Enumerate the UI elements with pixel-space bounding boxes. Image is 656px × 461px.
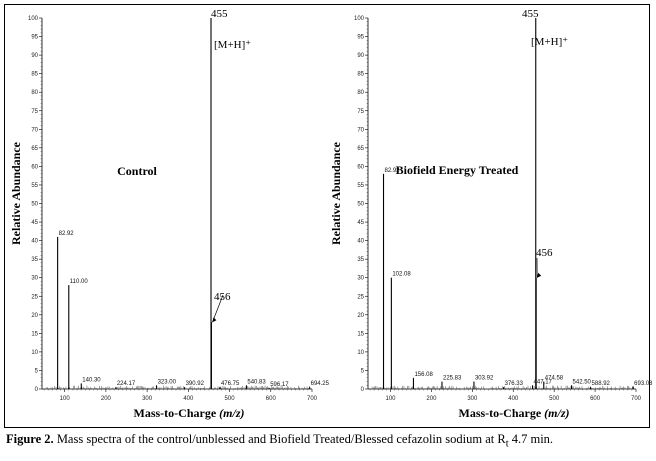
chart2-y-axis-label: Relative Abundance [329, 141, 343, 245]
chart1-y-tick-label: 15 [31, 331, 38, 337]
chart1-y-tick-label: 45 [31, 220, 38, 226]
chart2-y-tick-label: 50 [357, 202, 364, 208]
chart1-y-tick-label: 20 [31, 313, 38, 319]
chart1-title: Control [117, 164, 157, 178]
mass-spectra-figure: 0510152025303540455055606570758085909510… [9, 8, 653, 420]
chart2-ion-annotation: [M+H]⁺ [531, 36, 568, 48]
chart2-peak-label-542.50: 542.50 [573, 379, 592, 385]
chart1-peak-label-140.30: 140.30 [82, 377, 101, 383]
figure-caption: Figure 2. Mass spectra of the control/un… [6, 432, 652, 450]
caption-text: Mass spectra of the control/unblessed an… [56, 432, 506, 446]
chart1-x-tick-label: 700 [307, 396, 318, 402]
chart1-y-tick-label: 75 [31, 109, 38, 115]
caption-subscript: t [505, 438, 509, 450]
chart1-y-tick-label: 100 [28, 16, 39, 22]
chart1-x-tick-label: 300 [142, 396, 153, 402]
chart2-y-tick-label: 5 [361, 368, 365, 374]
chart1-isotope-arrowhead [212, 317, 217, 323]
chart2-isotope-arrowhead [537, 272, 542, 278]
chart1-y-tick-label: 50 [31, 202, 38, 208]
chart1-y-tick-label: 65 [31, 146, 38, 152]
chart2-y-tick-label: 90 [357, 53, 364, 59]
figure-frame [4, 4, 650, 428]
chart2-x-tick-label: 700 [631, 396, 642, 402]
caption-suffix: 4.7 min. [508, 432, 554, 446]
chart2-y-tick-label: 10 [357, 350, 364, 356]
chart1-peak-label-224.17: 224.17 [117, 381, 136, 387]
chart1-peak-label-694.25: 694.25 [311, 381, 330, 387]
chart2-y-tick-label: 30 [357, 276, 364, 282]
chart2-y-tick-label: 40 [357, 239, 364, 245]
chart2-peak-label-156.08: 156.08 [414, 372, 433, 378]
chart2-peak-label-102.08: 102.08 [392, 272, 411, 278]
chart2-peak-label-474.58: 474.58 [545, 376, 564, 382]
chart1-peak-label-82.92: 82.92 [59, 231, 75, 237]
chart2-peak-label-455: 455 [522, 8, 539, 20]
chart1-x-tick-label: 600 [266, 396, 277, 402]
chart2-y-tick-label: 80 [357, 90, 364, 96]
chart2-y-tick-label: 0 [361, 387, 365, 393]
chart2-y-tick-label: 70 [357, 127, 364, 133]
chart2-peak-label-376.33: 376.33 [505, 381, 524, 387]
chart2-y-tick-label: 20 [357, 313, 364, 319]
chart2-x-tick-label: 500 [549, 396, 560, 402]
chart2-y-tick-label: 25 [357, 294, 364, 300]
chart1-y-tick-label: 70 [31, 127, 38, 133]
chart1-y-tick-label: 0 [35, 387, 39, 393]
chart1-y-tick-label: 55 [31, 183, 38, 189]
chart1-x-tick-label: 500 [225, 396, 236, 402]
chart1-peak-label-455: 455 [211, 8, 228, 20]
chart2-y-tick-label: 95 [357, 35, 364, 41]
chart1-x-tick-label: 200 [101, 396, 112, 402]
chart2-y-tick-label: 85 [357, 72, 364, 78]
chart1-y-tick-label: 80 [31, 90, 38, 96]
chart1-peak-label-596.17: 596.17 [270, 382, 289, 388]
chart1-peak-label-390.92: 390.92 [186, 381, 205, 387]
chart2-peak-label-225.83: 225.83 [443, 376, 462, 382]
chart2-peak-label-447.17: 447.17 [534, 379, 553, 385]
chart1-y-tick-label: 90 [31, 53, 38, 59]
chart2-y-tick-label: 15 [357, 331, 364, 337]
chart1-y-tick-label: 95 [31, 35, 38, 41]
chart1-peak-label-323.00: 323.00 [158, 379, 177, 385]
chart2-x-tick-label: 400 [508, 396, 519, 402]
chart1-y-tick-label: 85 [31, 72, 38, 78]
chart2-y-tick-label: 65 [357, 146, 364, 152]
chart2-y-tick-label: 45 [357, 220, 364, 226]
chart2-x-tick-label: 600 [590, 396, 601, 402]
chart2-y-tick-label: 75 [357, 109, 364, 115]
chart1-x-tick-label: 100 [60, 396, 71, 402]
chart2-peak-label-303.92: 303.92 [475, 376, 494, 382]
chart1-x-tick-label: 400 [183, 396, 194, 402]
chart2-y-tick-label: 35 [357, 257, 364, 263]
chart2-peak-label-82.92: 82.92 [385, 168, 401, 174]
chart2-y-tick-label: 55 [357, 183, 364, 189]
chart1-y-tick-label: 10 [31, 350, 38, 356]
chart1-peak-label-110.00: 110.00 [70, 279, 89, 285]
chart2-x-tick-label: 100 [385, 396, 396, 402]
chart2-isotope-annotation: 456 [536, 247, 553, 259]
chart1-y-axis-label: Relative Abundance [9, 141, 23, 245]
chart2-title: Biofield Energy Treated [396, 163, 519, 177]
chart1-y-tick-label: 40 [31, 239, 38, 245]
chart1-ion-annotation: [M+H]⁺ [214, 39, 251, 51]
chart1-peak-label-476.75: 476.75 [221, 381, 240, 387]
chart1-peak-label-540.83: 540.83 [247, 379, 266, 385]
chart1-y-tick-label: 5 [35, 368, 39, 374]
chart1-x-axis-label: Mass-to-Charge (m/z) [134, 406, 245, 420]
chart1-y-tick-label: 35 [31, 257, 38, 263]
chart2-peak-label-588.92: 588.92 [592, 381, 611, 387]
chart2-x-tick-label: 300 [467, 396, 478, 402]
chart1-y-tick-label: 25 [31, 294, 38, 300]
caption-label: Figure 2. [6, 432, 54, 446]
chart2-y-tick-label: 60 [357, 164, 364, 170]
chart1-y-tick-label: 60 [31, 164, 38, 170]
chart2-x-axis-label: Mass-to-Charge (m/z) [459, 406, 570, 420]
chart2-x-tick-label: 200 [426, 396, 437, 402]
chart2-y-tick-label: 100 [354, 16, 365, 22]
chart1-y-tick-label: 30 [31, 276, 38, 282]
chart2-peak-label-693.08: 693.08 [634, 381, 653, 387]
chart1-isotope-arrow [212, 294, 224, 323]
